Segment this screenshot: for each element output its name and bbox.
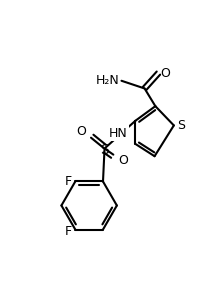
Text: H₂N: H₂N <box>96 74 120 87</box>
Text: HN: HN <box>109 127 128 140</box>
Text: O: O <box>76 125 86 138</box>
Text: O: O <box>118 154 128 167</box>
Text: F: F <box>65 175 72 188</box>
Text: S: S <box>100 143 109 157</box>
Text: F: F <box>65 225 72 238</box>
Text: S: S <box>177 119 185 132</box>
Text: O: O <box>160 67 170 79</box>
